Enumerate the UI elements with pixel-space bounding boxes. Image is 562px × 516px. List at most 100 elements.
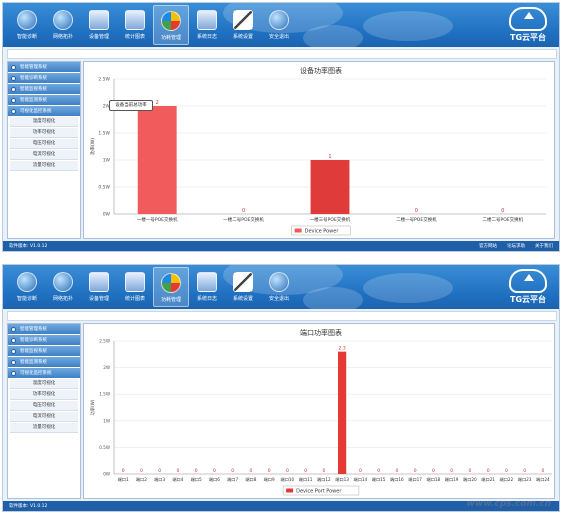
sidebar-subitem-1[interactable]: 功率可视化 — [10, 390, 78, 400]
sidebar-subitem-0[interactable]: 温度可视化 — [10, 117, 78, 127]
nav-label: 设备管理 — [88, 296, 109, 302]
nav-item-5[interactable]: 系统日志 — [189, 267, 225, 307]
x-tick-label: 端口5 — [191, 476, 202, 483]
nav-item-3[interactable]: 统计图表 — [117, 267, 153, 307]
sidebar-group-4[interactable]: 可视化监控系统 — [8, 106, 80, 116]
nav-item-3[interactable]: 统计图表 — [117, 5, 153, 45]
sidebar-group-0[interactable]: 智能管理系统 — [8, 324, 80, 334]
logo-text: TG云平台 — [509, 295, 547, 304]
globe-icon — [17, 10, 37, 30]
nav-item-2[interactable]: 设备管理 — [81, 5, 117, 45]
bar — [310, 160, 350, 214]
sidebar-group-3[interactable]: 智能监测系统 — [8, 357, 80, 367]
expand-bullet-icon — [11, 108, 16, 114]
footer-link-forum[interactable]: 论坛求助 — [507, 244, 525, 249]
data-label: 2 — [156, 100, 159, 106]
nav-item-7[interactable]: 安全退出 — [261, 5, 297, 45]
sidebar: 智能管理系统 智能诊断系统智能监视系统智能监测系统可视化监控系统 温度可视化 功率可视… — [7, 323, 81, 499]
sidebar-subitem-3[interactable]: 电流可视化 — [10, 412, 78, 422]
x-tick-label: 端口24 — [536, 476, 550, 483]
footer: 软件版本: V1.0.12 — [3, 501, 559, 511]
nav-item-6[interactable]: 系统设置 — [225, 267, 261, 307]
nav-item-7[interactable]: 安全退出 — [261, 267, 297, 307]
sidebar-group-3[interactable]: 智能监测系统 — [8, 95, 80, 105]
expand-bullet-icon — [11, 64, 16, 70]
x-tick-label: 端口8 — [245, 476, 256, 483]
sidebar-subitem-4[interactable]: 流量可视化 — [10, 161, 78, 171]
x-tick-label: 端口10 — [281, 476, 295, 483]
sidebar-group-label: 智能监测系统 — [20, 360, 47, 365]
nav-label: 统计图表 — [124, 34, 145, 40]
nav-item-5[interactable]: 系统日志 — [189, 5, 225, 45]
info-strip — [7, 311, 557, 321]
nav-label: 系统设置 — [232, 296, 253, 302]
data-label: 0 — [304, 468, 307, 474]
expand-bullet-icon — [11, 348, 16, 354]
sidebar-group-2[interactable]: 智能监视系统 — [8, 84, 80, 94]
nav-item-4[interactable]: 功耗管理 — [153, 5, 189, 45]
sidebar-group-1[interactable]: 智能诊断系统 — [8, 335, 80, 345]
x-tick-label: 端口7 — [227, 476, 238, 483]
nav-item-2[interactable]: 设备管理 — [81, 267, 117, 307]
bottom-screen: 智能诊断 网络拓扑 设备管理 统计图表 功耗管理 系统日志 系统设置 安全退出 TG云平台 智… — [2, 264, 560, 512]
sidebar-subitem-0[interactable]: 温度可视化 — [10, 379, 78, 389]
globe-icon — [17, 272, 37, 292]
sidebar-group-label: 智能诊断系统 — [20, 338, 47, 343]
y-tick-label: 2W — [103, 104, 111, 110]
data-label: 0 — [487, 468, 490, 474]
sidebar-subitem-3[interactable]: 电流可视化 — [10, 150, 78, 160]
nav-label: 网络拓扑 — [52, 34, 73, 40]
data-label: 0 — [122, 468, 125, 474]
sidebar-group-4[interactable]: 可视化监控系统 — [8, 368, 80, 378]
nav-label: 功耗管理 — [160, 35, 181, 41]
data-label: 0 — [541, 468, 544, 474]
sidebar-group-label: 智能监测系统 — [20, 98, 47, 103]
nav-item-0[interactable]: 智能诊断 — [9, 5, 45, 45]
nav-item-1[interactable]: 网络拓扑 — [45, 5, 81, 45]
tools-icon — [233, 272, 253, 292]
data-label: 0 — [242, 208, 245, 214]
data-label: 0 — [249, 468, 252, 474]
legend — [291, 225, 351, 236]
expand-bullet-icon — [11, 326, 16, 332]
y-tick-label: 1W — [103, 158, 111, 164]
sidebar-group-label: 智能管理系统 — [20, 327, 47, 332]
sidebar-subitem-1[interactable]: 功率可视化 — [10, 128, 78, 138]
expand-bullet-icon — [11, 370, 16, 376]
power-icon — [269, 272, 289, 292]
sidebar-subitem-4[interactable]: 流量可视化 — [10, 423, 78, 433]
sidebar-group-2[interactable]: 智能监视系统 — [8, 346, 80, 356]
cloud-upload-icon — [509, 269, 547, 293]
sidebar-group-label: 智能管理系统 — [20, 65, 47, 70]
sidebar-subitem-2[interactable]: 电压可视化 — [10, 139, 78, 149]
data-label: 0 — [359, 468, 362, 474]
legend — [282, 485, 360, 496]
chart-area: 设备功率图表 0W 0.5W 1W 1.5W 2W 2.5W 功率(W) 2 一楼一号POE交换机… — [83, 61, 555, 239]
data-label: 0 — [414, 468, 417, 474]
expand-bullet-icon — [11, 75, 16, 81]
x-tick-label: 端口20 — [463, 476, 477, 483]
sidebar-group-1[interactable]: 智能诊断系统 — [8, 73, 80, 83]
footer-link-website[interactable]: 官方网站 — [479, 244, 497, 249]
data-label: 0 — [158, 468, 161, 474]
footer-link-about[interactable]: 关于我们 — [535, 244, 553, 249]
nav-item-1[interactable]: 网络拓扑 — [45, 267, 81, 307]
port-power-chart: 端口功率图表0W0.5W1W1.5W2W2.5W功率(W)0端口10端口20端口… — [89, 328, 552, 496]
nav-label: 安全退出 — [268, 34, 289, 40]
data-label: 0 — [213, 468, 216, 474]
nav-label: 系统日志 — [196, 296, 217, 302]
x-tick-label: 一楼一号POE交换机 — [137, 216, 178, 223]
nav-item-4[interactable]: 功耗管理 — [153, 267, 189, 307]
pie-icon — [161, 273, 181, 293]
x-tick-label: 端口12 — [317, 476, 331, 483]
footer: 软件版本: V1.0.12 官方网站 论坛求助 关于我们 — [3, 241, 559, 251]
data-label: 0 — [432, 468, 435, 474]
nav-label: 智能诊断 — [16, 34, 37, 40]
data-label: 0 — [322, 468, 325, 474]
nav-item-6[interactable]: 系统设置 — [225, 5, 261, 45]
header-bar: 智能诊断 网络拓扑 设备管理 统计图表 功耗管理 系统日志 系统设置 安全退出 TG云平台 — [3, 265, 559, 309]
data-label: 0 — [377, 468, 380, 474]
sidebar-group-0[interactable]: 智能管理系统 — [8, 62, 80, 72]
sidebar-subitem-2[interactable]: 电压可视化 — [10, 401, 78, 411]
nav-item-0[interactable]: 智能诊断 — [9, 267, 45, 307]
